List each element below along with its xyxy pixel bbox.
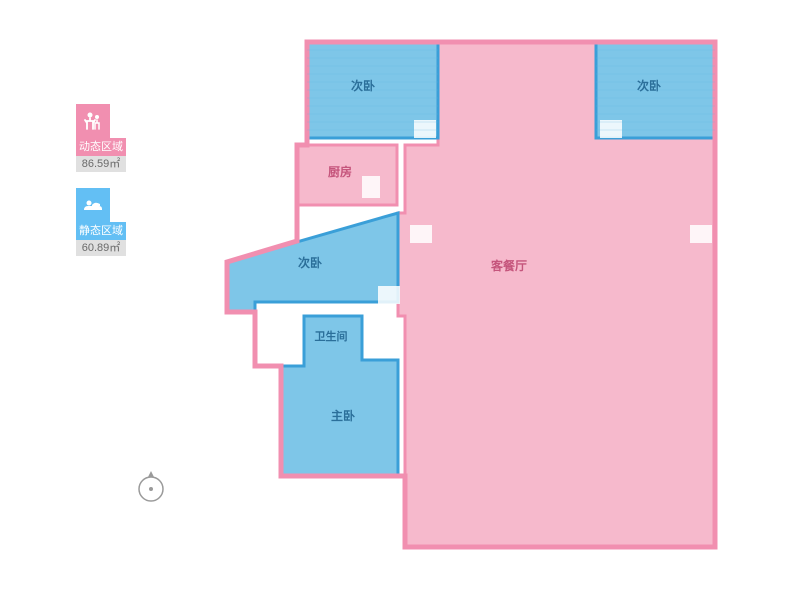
door: [378, 325, 400, 343]
label-bathroom: 卫生间: [315, 329, 348, 343]
floor-plan-canvas: 动态区域 86.59㎡ 静态区域 60.89㎡: [0, 0, 800, 600]
door: [378, 286, 400, 304]
door: [410, 225, 432, 243]
label-bedroom-middle: 次卧: [298, 255, 322, 270]
label-kitchen: 厨房: [328, 164, 352, 179]
door: [690, 225, 712, 243]
door: [414, 120, 436, 138]
label-living-dining: 客餐厅: [490, 258, 527, 273]
floor-plan-svg: 次卧 次卧 厨房 次卧 卫生间 主卧 客餐厅: [0, 0, 800, 600]
door: [600, 120, 622, 138]
door: [362, 176, 380, 198]
label-bedroom-top-left: 次卧: [351, 78, 375, 93]
label-master-bedroom: 主卧: [331, 408, 355, 423]
label-bedroom-top-right: 次卧: [637, 78, 661, 93]
